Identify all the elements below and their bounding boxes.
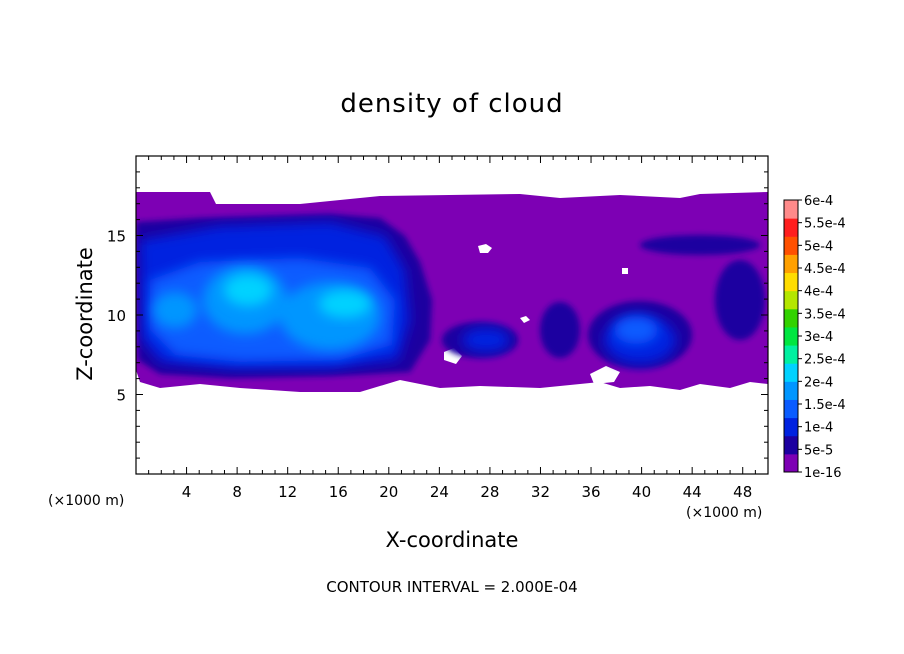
colorbar-label: 1e-4 [804,421,833,436]
x-axis: 4 8 12 16 20 24 28 32 36 40 44 48 [135,156,769,501]
colorbar-swatch [784,363,798,382]
colorbar-swatch [784,453,798,473]
x-tick-label: 8 [232,483,242,501]
colorbar-label: 4e-4 [804,285,833,300]
colorbar-swatch [784,218,798,237]
colorbar-swatch [784,272,798,292]
y-axis: 5 10 15 [107,155,768,475]
x-tick-label: 4 [182,483,192,501]
colorbar-label: 1e-16 [804,466,842,481]
x-tick-label: 24 [430,483,449,501]
chart-title: density of cloud [340,89,563,119]
y-tick-label: 10 [107,307,126,325]
colorbar-swatch [784,381,798,400]
colorbar-label: 2e-4 [804,375,833,390]
colorbar-label: 3.5e-4 [804,307,846,322]
colorbar-swatch [784,254,798,274]
plot-area [136,156,768,474]
x-tick-label: 20 [379,483,398,501]
x-tick-label: 16 [329,483,348,501]
colorbar-label: 5.5e-4 [804,217,846,232]
colorbar-label: 1.5e-4 [804,398,846,413]
x-axis-label: X-coordinate [386,528,519,552]
y-tick-label: 15 [107,228,126,246]
colorbar-label: 5e-4 [804,239,833,254]
contour-interval-note: CONTOUR INTERVAL = 2.000E-04 [326,578,577,596]
colorbar-swatch [784,290,798,310]
x-tick-label: 28 [480,483,499,501]
colorbar-label: 2.5e-4 [804,353,846,368]
x-tick-label: 44 [683,483,702,501]
colorbar-swatch [784,236,798,255]
colorbar-swatch [784,435,798,455]
x-tick-label: 36 [581,483,600,501]
colorbar-swatch [784,326,798,346]
x-tick-label: 12 [278,483,297,501]
x-unit-right: (×1000 m) [686,505,762,521]
colorbar-swatch [784,308,798,328]
x-tick-label: 48 [733,483,752,501]
colorbar-label: 5e-5 [804,443,833,458]
colorbar-swatch [784,417,798,437]
x-tick-label: 40 [632,483,651,501]
x-unit-left: (×1000 m) [48,493,124,509]
colorbar-swatch [784,200,798,219]
y-axis-label: Z-coordinate [73,247,97,381]
colorbar: 1e-16 5e-5 1e-4 1.5e-4 2e-4 2.5e-4 3e-4 3.5e-4 4… [783,194,846,481]
colorbar-swatch [784,345,798,364]
colorbar-label: 4.5e-4 [804,262,846,277]
x-tick-label: 32 [531,483,550,501]
colorbar-label: 3e-4 [804,330,833,345]
colorbar-swatch [784,399,798,419]
y-tick-label: 5 [116,387,126,405]
colorbar-label: 6e-4 [804,194,833,209]
